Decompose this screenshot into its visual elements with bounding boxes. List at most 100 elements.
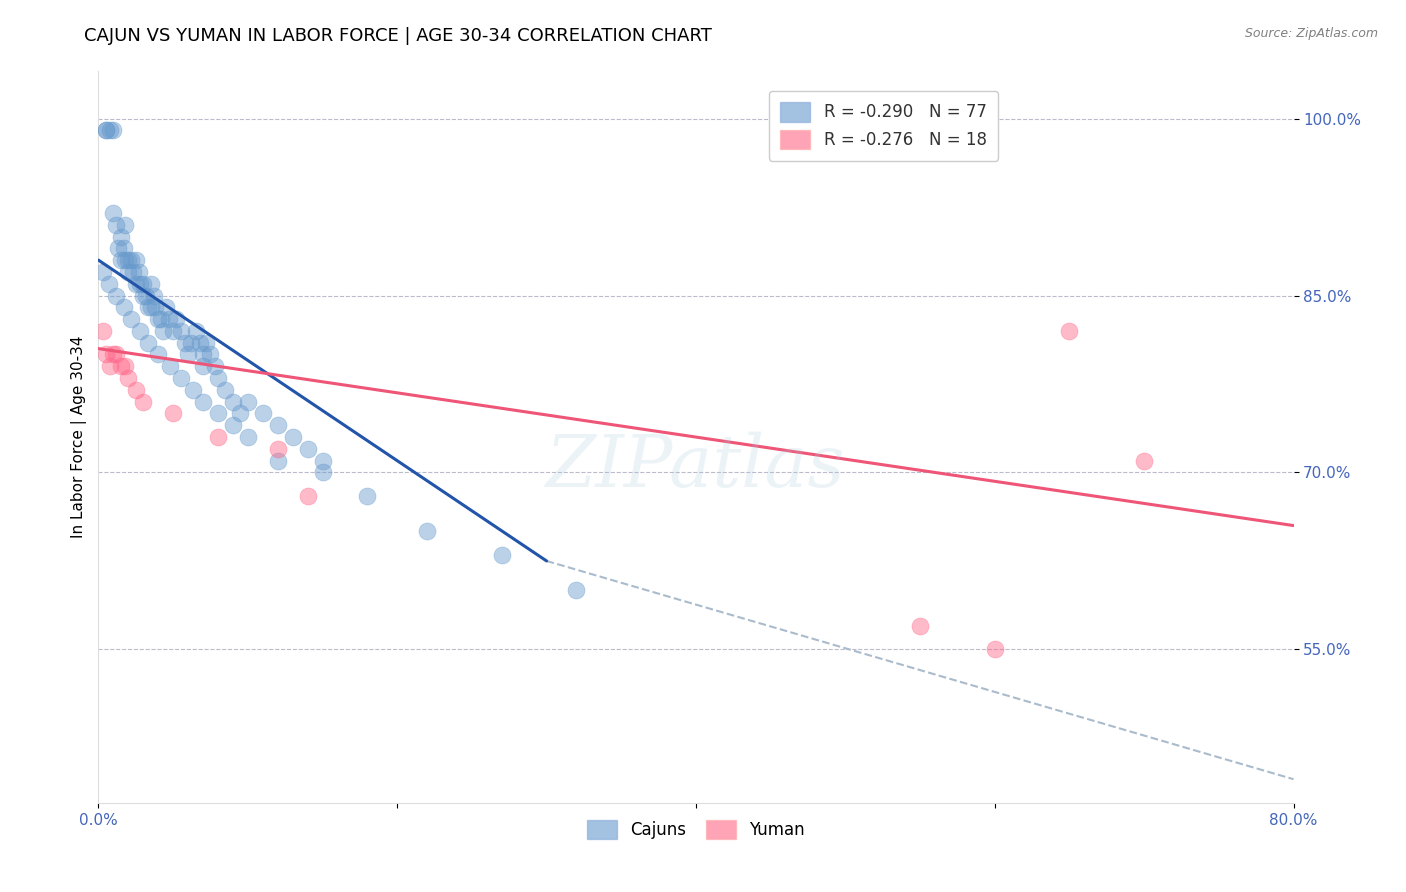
Text: CAJUN VS YUMAN IN LABOR FORCE | AGE 30-34 CORRELATION CHART: CAJUN VS YUMAN IN LABOR FORCE | AGE 30-3… xyxy=(84,27,713,45)
Point xyxy=(94,123,117,137)
Point xyxy=(214,383,236,397)
Y-axis label: In Labor Force | Age 30-34: In Labor Force | Age 30-34 xyxy=(72,335,87,539)
Point xyxy=(165,312,187,326)
Point xyxy=(148,312,170,326)
Point xyxy=(97,277,120,291)
Point xyxy=(222,418,245,433)
Point xyxy=(162,407,184,421)
Point xyxy=(200,347,222,361)
Point xyxy=(143,301,166,315)
Point xyxy=(236,430,259,444)
Point xyxy=(105,218,128,232)
Point xyxy=(174,335,197,350)
Point xyxy=(132,288,155,302)
Point xyxy=(142,288,165,302)
Point xyxy=(195,335,218,350)
Point xyxy=(491,548,513,562)
Point xyxy=(105,347,128,361)
Point xyxy=(207,371,229,385)
Point xyxy=(117,265,139,279)
Point xyxy=(267,418,290,433)
Point xyxy=(125,277,148,291)
Point xyxy=(128,265,150,279)
Point xyxy=(91,265,114,279)
Point xyxy=(169,371,191,385)
Point xyxy=(356,489,378,503)
Point xyxy=(191,394,214,409)
Point xyxy=(565,583,588,598)
Point xyxy=(148,347,170,361)
Point xyxy=(125,383,148,397)
Point xyxy=(311,453,333,467)
Point xyxy=(159,359,181,374)
Point xyxy=(114,253,136,268)
Point xyxy=(207,407,229,421)
Point xyxy=(152,324,174,338)
Point xyxy=(129,277,152,291)
Point xyxy=(114,359,136,374)
Point xyxy=(169,324,191,338)
Point xyxy=(297,489,319,503)
Point xyxy=(162,324,184,338)
Point xyxy=(191,359,214,374)
Point xyxy=(207,430,229,444)
Point xyxy=(229,407,252,421)
Point xyxy=(120,253,142,268)
Point xyxy=(94,347,117,361)
Point xyxy=(120,312,142,326)
Point xyxy=(121,265,143,279)
Point xyxy=(98,123,122,137)
Point xyxy=(155,301,177,315)
Point xyxy=(105,288,128,302)
Point xyxy=(117,371,139,385)
Point xyxy=(91,324,114,338)
Text: Source: ZipAtlas.com: Source: ZipAtlas.com xyxy=(1244,27,1378,40)
Point xyxy=(416,524,439,539)
Point xyxy=(110,359,132,374)
Point xyxy=(150,312,173,326)
Point xyxy=(1133,453,1156,467)
Point xyxy=(180,335,202,350)
Point xyxy=(110,253,132,268)
Point xyxy=(184,324,207,338)
Point xyxy=(114,218,136,232)
Point xyxy=(107,241,129,255)
Point xyxy=(94,123,117,137)
Point xyxy=(112,241,135,255)
Point xyxy=(136,301,159,315)
Point xyxy=(110,229,132,244)
Text: ZIPatlas: ZIPatlas xyxy=(546,431,846,501)
Point xyxy=(135,288,157,302)
Point xyxy=(132,277,155,291)
Point xyxy=(281,430,304,444)
Point xyxy=(1059,324,1081,338)
Point xyxy=(136,335,159,350)
Point xyxy=(103,206,125,220)
Point xyxy=(157,312,180,326)
Point xyxy=(191,347,214,361)
Point xyxy=(103,347,125,361)
Point xyxy=(311,466,333,480)
Point xyxy=(181,383,204,397)
Point xyxy=(103,123,125,137)
Point xyxy=(188,335,211,350)
Point xyxy=(132,394,155,409)
Point xyxy=(139,277,162,291)
Point xyxy=(112,301,135,315)
Point xyxy=(177,347,200,361)
Point xyxy=(297,442,319,456)
Point xyxy=(139,301,162,315)
Point xyxy=(125,253,148,268)
Point xyxy=(908,619,931,633)
Point xyxy=(267,442,290,456)
Legend: Cajuns, Yuman: Cajuns, Yuman xyxy=(581,814,811,846)
Point xyxy=(204,359,226,374)
Point xyxy=(222,394,245,409)
Point xyxy=(129,324,152,338)
Point xyxy=(267,453,290,467)
Point xyxy=(252,407,274,421)
Point xyxy=(117,253,139,268)
Point xyxy=(98,359,122,374)
Point xyxy=(236,394,259,409)
Point xyxy=(984,642,1007,657)
